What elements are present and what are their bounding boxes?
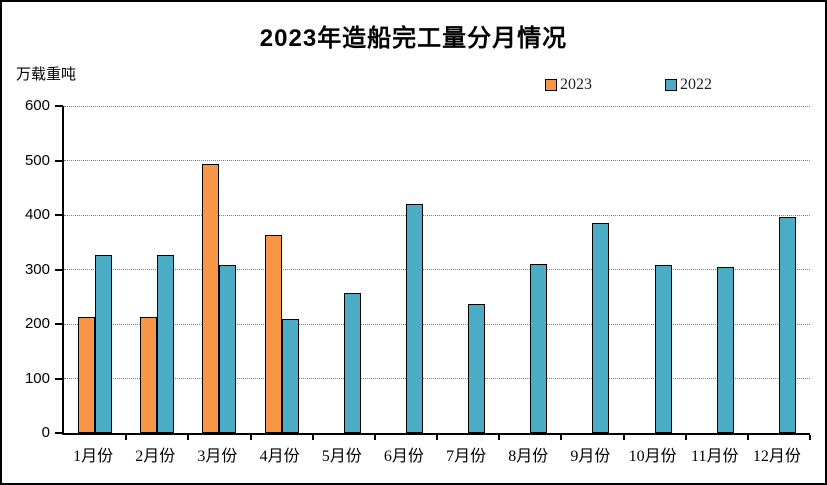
x-axis-tick	[498, 435, 501, 440]
gridline-400	[64, 214, 810, 216]
x-axis-tick	[125, 435, 128, 440]
x-axis-label-1月份: 1月份	[73, 448, 114, 465]
gridline-600	[64, 105, 810, 107]
y-axis-tick-200	[55, 323, 63, 325]
bar-2022-3月份	[219, 264, 237, 433]
y-axis-tick-300	[55, 268, 63, 271]
y-axis-label-500: 500	[24, 151, 50, 169]
x-axis-label-8月份: 8月份	[508, 448, 549, 465]
x-axis-tick	[311, 435, 314, 440]
x-axis-labels: 1月份 2月份 3月份 4月份 5月份 6月份 7月份 8月份 9月份 10月份 11月份 12月份	[62, 442, 808, 465]
bar-2023-4月份	[264, 235, 282, 433]
bar-2022-6月份	[405, 203, 423, 433]
y-axis-label-100: 100	[24, 369, 50, 387]
x-axis-tick	[746, 435, 749, 440]
x-axis-tick	[622, 435, 625, 440]
legend-swatch-2022	[665, 79, 677, 91]
gridline-300	[64, 269, 810, 270]
x-axis-label-4月份: 4月份	[259, 448, 300, 465]
x-axis-label-2月份: 2月份	[135, 448, 176, 465]
x-axis-label-3月份: 3月份	[197, 448, 238, 465]
gridline-100	[64, 378, 810, 379]
x-axis-tick	[560, 435, 563, 440]
bar-2022-11月份	[716, 267, 734, 433]
x-axis-tick	[809, 435, 811, 440]
y-axis-tick-0	[55, 432, 63, 434]
bar-2022-7月份	[468, 304, 486, 433]
x-axis-label-12月份: 12月份	[752, 448, 801, 465]
x-axis-tick	[249, 435, 252, 440]
y-axis-tick-600	[55, 105, 63, 107]
y-axis-label-600: 600	[24, 97, 50, 114]
y-axis-label-300: 300	[24, 260, 50, 278]
legend-label-2022: 2022	[680, 76, 712, 93]
bar-2022-2月份	[157, 254, 175, 433]
bar-2022-12月份	[778, 216, 796, 433]
x-axis-label-9月份: 9月份	[570, 448, 611, 465]
bar-2022-8月份	[530, 264, 548, 433]
y-axis-label-0: 0	[41, 424, 50, 441]
bar-2023-1月份	[78, 317, 96, 433]
bar-2022-10月份	[654, 265, 672, 433]
gridline-500	[64, 160, 810, 161]
y-axis-tick-400	[55, 214, 63, 216]
legend-item-2023: 2023	[545, 76, 592, 94]
legend-swatch-2023	[545, 79, 557, 91]
gridline-200	[64, 323, 810, 325]
x-axis-tick	[436, 435, 438, 440]
x-axis-tick	[684, 435, 687, 440]
x-axis-tick	[187, 435, 190, 440]
chart-title: 2023年造船完工量分月情况	[259, 25, 568, 52]
y-axis-unit-label: 万载重吨	[16, 66, 77, 83]
y-axis-label-200: 200	[24, 315, 50, 332]
y-axis-label-400: 400	[24, 206, 50, 223]
x-axis-label-10月份: 10月份	[628, 448, 677, 465]
y-axis-tick-100	[55, 377, 63, 380]
x-axis-label-11月份: 11月份	[691, 448, 739, 465]
x-axis-label-7月份: 7月份	[446, 448, 487, 465]
x-axis-label-5月份: 5月份	[321, 448, 362, 465]
x-axis-tick	[373, 435, 376, 440]
bar-2022-4月份	[281, 318, 299, 433]
bar-2022-5月份	[343, 292, 361, 433]
legend: 2023 2022	[2, 76, 825, 94]
bar-2022-1月份	[95, 255, 113, 433]
plot-area	[55, 105, 811, 440]
legend-item-2022: 2022	[665, 76, 712, 94]
y-axis-tick-500	[55, 159, 63, 162]
bar-2023-2月份	[140, 317, 158, 433]
bar-2022-9月份	[592, 222, 610, 433]
bar-2023-3月份	[202, 164, 220, 433]
x-axis-label-6月份: 6月份	[383, 448, 424, 465]
legend-label-2023: 2023	[560, 76, 592, 93]
y-axis-labels: 0 100 200 300 400 500 600	[2, 97, 50, 441]
